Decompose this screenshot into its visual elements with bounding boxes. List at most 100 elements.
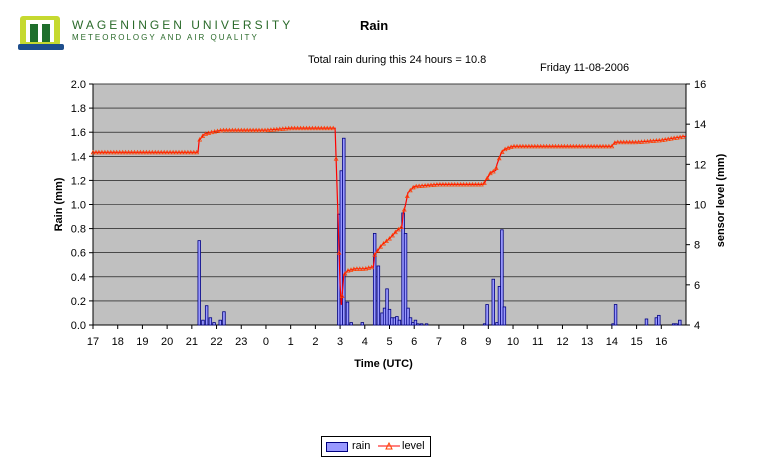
rain-bar xyxy=(397,319,402,326)
level-marker xyxy=(200,133,206,138)
level-marker xyxy=(262,127,268,133)
level-marker xyxy=(612,140,618,145)
legend-level-label: level xyxy=(402,440,425,452)
level-marker xyxy=(221,127,226,133)
x-tick-label: 3 xyxy=(337,336,343,348)
level-marker xyxy=(304,125,309,131)
level-marker xyxy=(366,265,372,270)
level-marker xyxy=(256,127,262,133)
y-right-tick-label: 14 xyxy=(694,119,706,131)
rain-bar xyxy=(204,305,209,326)
level-marker xyxy=(105,149,111,155)
rain-bar xyxy=(218,319,222,326)
level-marker xyxy=(630,139,635,145)
y-left-tick-label: 0.0 xyxy=(71,320,86,332)
level-marker xyxy=(665,136,671,142)
chart-legend: rain level xyxy=(321,436,431,457)
level-marker xyxy=(111,149,117,155)
x-tick-label: 10 xyxy=(507,336,519,348)
level-marker xyxy=(476,181,481,187)
x-tick-label: 14 xyxy=(606,336,618,348)
level-marker xyxy=(286,125,292,131)
level-marker xyxy=(265,127,271,132)
rain-bar xyxy=(387,308,392,326)
level-marker xyxy=(274,126,280,132)
level-marker xyxy=(668,136,674,141)
level-marker xyxy=(224,127,229,133)
y-left-axis-label: Rain (mm) xyxy=(53,177,65,231)
level-marker xyxy=(529,143,535,149)
y-right-tick-label: 16 xyxy=(694,79,706,91)
chart-subtitle: Total rain during this 24 hours = 10.8 xyxy=(308,54,487,66)
y-right-tick-label: 6 xyxy=(694,280,700,292)
x-tick-label: 7 xyxy=(436,336,442,348)
level-marker xyxy=(360,266,366,271)
rain-bar xyxy=(212,322,216,326)
x-tick-label: 12 xyxy=(556,336,568,348)
x-tick-label: 15 xyxy=(630,336,642,348)
x-tick-label: 16 xyxy=(655,336,667,348)
x-tick-label: 2 xyxy=(312,336,318,348)
level-marker xyxy=(455,181,461,187)
level-marker xyxy=(354,266,360,271)
y-left-tick-label: 0.4 xyxy=(71,272,86,284)
y-left-tick-label: 1.6 xyxy=(71,127,86,139)
level-marker xyxy=(390,232,395,238)
level-marker xyxy=(407,187,413,193)
level-marker xyxy=(627,139,633,145)
level-marker xyxy=(508,144,514,149)
level-marker xyxy=(185,149,191,155)
level-marker xyxy=(315,125,321,131)
x-tick-label: 11 xyxy=(532,336,543,348)
level-marker xyxy=(247,127,253,133)
y-left-tick-label: 1.4 xyxy=(71,151,86,163)
level-marker xyxy=(431,182,437,187)
x-tick-label: 22 xyxy=(210,336,222,348)
level-marker xyxy=(259,127,265,133)
x-axis-label: Time (UTC) xyxy=(354,358,413,370)
level-marker xyxy=(372,252,378,257)
level-marker xyxy=(230,127,235,133)
level-marker xyxy=(496,155,502,161)
rain-bar xyxy=(372,233,377,326)
level-marker xyxy=(108,149,114,155)
level-marker xyxy=(615,139,621,145)
level-marker xyxy=(167,149,173,155)
rain-bar xyxy=(485,304,489,326)
level-marker xyxy=(227,127,232,133)
level-marker xyxy=(484,175,490,180)
level-marker xyxy=(369,264,375,270)
level-marker xyxy=(606,143,612,149)
rain-bar xyxy=(201,319,205,326)
level-marker xyxy=(621,139,627,145)
level-marker xyxy=(324,125,330,131)
rain-bar xyxy=(502,306,507,326)
level-marker xyxy=(449,181,455,187)
level-marker xyxy=(446,181,452,187)
rain-bar xyxy=(345,301,350,326)
level-marker xyxy=(550,143,555,149)
level-marker xyxy=(170,149,176,155)
y-right-tick-label: 12 xyxy=(694,159,706,171)
level-marker xyxy=(505,145,511,150)
level-marker xyxy=(138,149,143,155)
level-marker xyxy=(482,180,487,185)
level-marker xyxy=(149,149,155,155)
level-marker xyxy=(556,143,561,149)
level-marker xyxy=(321,125,327,131)
rain-bar xyxy=(408,317,413,326)
level-marker xyxy=(197,137,203,142)
level-marker xyxy=(206,130,211,135)
level-marker xyxy=(582,143,588,149)
rain-bar xyxy=(674,323,678,326)
y-left-tick-label: 2.0 xyxy=(71,79,86,91)
x-tick-label: 9 xyxy=(485,336,491,348)
level-marker xyxy=(671,135,677,141)
level-marker xyxy=(458,181,464,187)
rain-bar xyxy=(349,322,353,326)
level-marker xyxy=(553,143,558,149)
level-marker xyxy=(158,149,164,155)
level-marker xyxy=(609,143,615,149)
level-marker xyxy=(416,183,422,188)
